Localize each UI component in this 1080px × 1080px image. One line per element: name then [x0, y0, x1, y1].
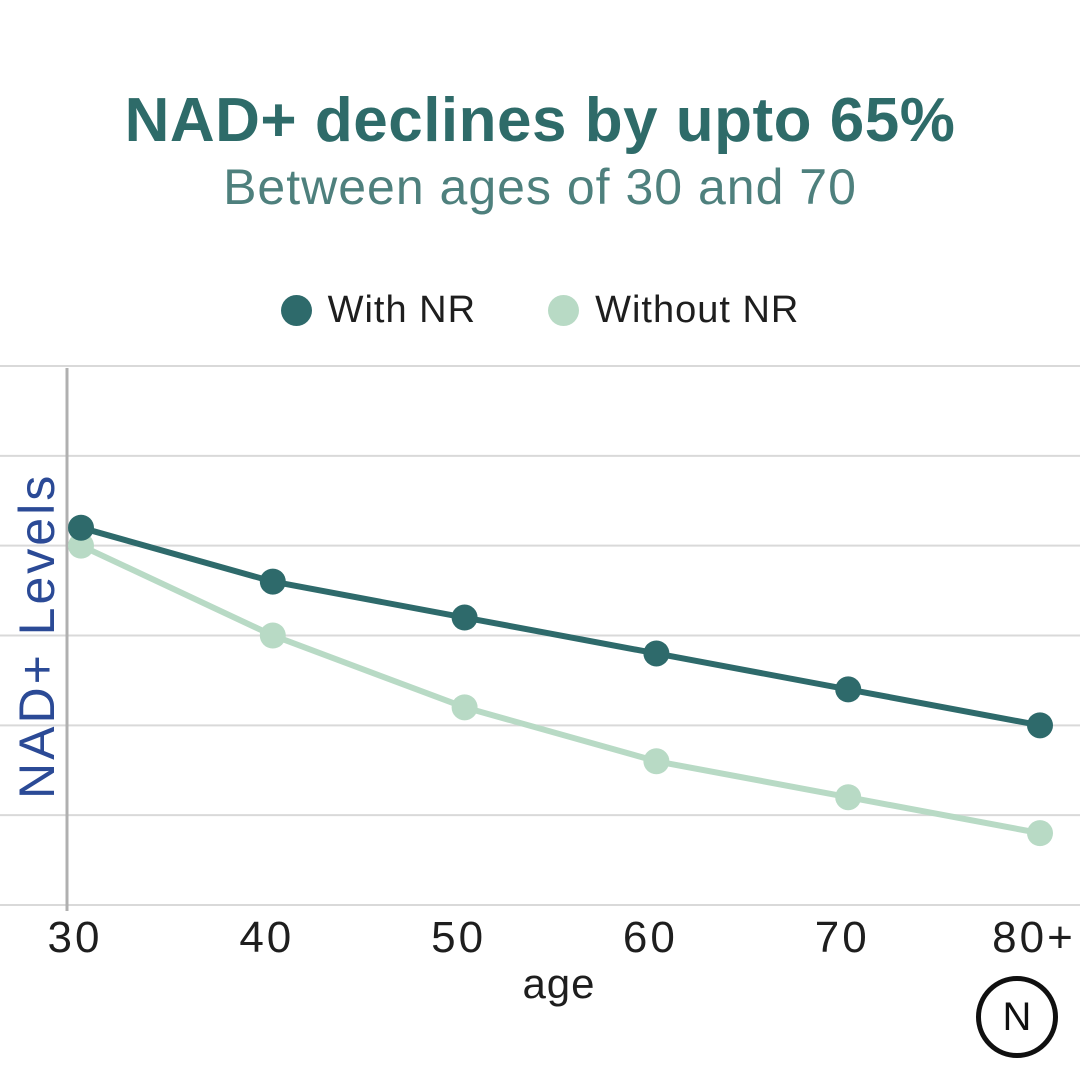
- x-tick-label: 60: [623, 913, 678, 962]
- data-point-without-nr: [259, 622, 286, 649]
- x-axis-label: age: [522, 960, 596, 1007]
- chart-legend: With NR Without NR: [0, 289, 1080, 332]
- data-point-with-nr: [451, 604, 478, 631]
- page-title: NAD+ declines by upto 65%: [124, 86, 956, 155]
- page-subtitle: Between ages of 30 and 70: [223, 159, 857, 215]
- series-line-without-nr: [78, 542, 1043, 837]
- data-point-with-nr: [1027, 712, 1053, 739]
- data-point-with-nr: [259, 568, 286, 595]
- data-point-without-nr: [68, 532, 94, 559]
- data-point-with-nr: [643, 640, 670, 667]
- x-tick-label: 70: [815, 913, 870, 962]
- y-axis-label: NAD+ Levels: [9, 472, 65, 799]
- legend-swatch-without-nr: [548, 295, 580, 326]
- data-point-with-nr: [835, 676, 862, 703]
- x-tick-label: 40: [239, 913, 294, 962]
- data-point-without-nr: [451, 694, 478, 721]
- x-tick-label: 30: [48, 913, 103, 962]
- x-tick-label: 50: [431, 913, 486, 962]
- brand-logo-letter: N: [1002, 995, 1032, 1039]
- legend-swatch-with-nr: [280, 295, 312, 326]
- legend-item-without-nr: Without NR: [548, 289, 799, 332]
- x-tick-label: 80+: [992, 913, 1076, 962]
- legend-label-with-nr: With NR: [327, 289, 477, 331]
- data-point-without-nr: [643, 748, 670, 775]
- data-point-without-nr: [835, 784, 862, 811]
- brand-logo: N: [976, 976, 1058, 1058]
- legend-label-without-nr: Without NR: [595, 289, 800, 331]
- data-point-with-nr: [68, 514, 94, 541]
- series-line-with-nr: [78, 524, 1043, 729]
- header: NAD+ declines by upto 65% Between ages o…: [0, 86, 1080, 215]
- legend-item-with-nr: With NR: [280, 289, 477, 332]
- data-point-without-nr: [1027, 820, 1053, 847]
